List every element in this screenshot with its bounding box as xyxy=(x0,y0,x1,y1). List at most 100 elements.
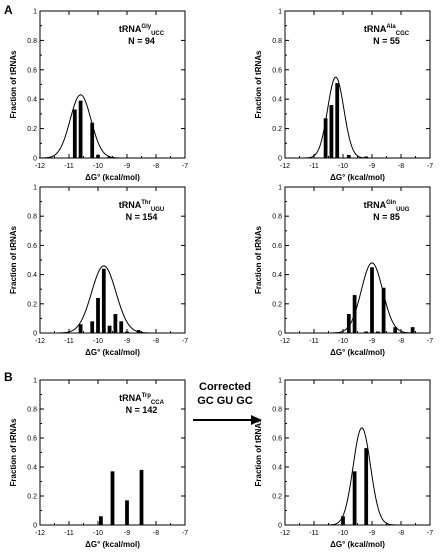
x-tick-label: -10 xyxy=(338,530,348,537)
bar xyxy=(78,324,83,333)
y-tick-label: 0.8 xyxy=(272,407,282,414)
x-tick-label: -7 xyxy=(182,530,188,537)
plot-frame xyxy=(284,379,431,526)
x-axis-label: ΔG° (kcal/mol) xyxy=(330,348,385,357)
x-tick-label: -8 xyxy=(398,163,404,170)
chart-panel-2: -12 -11 -10 -9 -8 -7 0 0.2 0.4 0.6 0.8 1 ΔG° (kcal/m… xyxy=(254,9,433,183)
chart-title: tRNAGlnUUG xyxy=(364,200,410,213)
chart-title: tRNAAlaCGC xyxy=(364,24,410,37)
y-tick-label: 0.4 xyxy=(272,272,282,279)
x-tick-label: -9 xyxy=(124,338,130,345)
y-tick-label: 0.6 xyxy=(272,436,282,443)
x-axis-label: ΔG° (kcal/mol) xyxy=(330,173,385,182)
x-tick-label: -11 xyxy=(64,530,74,537)
x-tick-label: -8 xyxy=(153,530,159,537)
x-axis-label: ΔG° (kcal/mol) xyxy=(85,540,140,549)
correction-label-line1: Corrected xyxy=(199,381,251,393)
y-tick-label: 0.2 xyxy=(27,126,37,133)
bar xyxy=(113,314,118,333)
y-axis-label: Fraction of tRNAs xyxy=(9,50,18,119)
bar xyxy=(96,155,100,158)
bar xyxy=(96,297,100,333)
y-tick-label: 0 xyxy=(278,523,282,530)
fit-curve xyxy=(327,427,397,526)
fit-curve xyxy=(38,94,123,159)
sample-size-label: N = 94 xyxy=(128,36,155,46)
x-tick-label: -11 xyxy=(64,163,74,170)
sample-size-label: N = 55 xyxy=(373,36,400,46)
x-tick-label: -12 xyxy=(280,530,290,537)
panel-letter-a: A xyxy=(4,3,13,17)
bar xyxy=(110,471,115,525)
chart-panel-1: -12 -11 -10 -9 -8 -7 0 0.2 0.4 0.6 0.8 1 ΔG° (kcal/m… xyxy=(9,9,188,183)
y-tick-label: 1 xyxy=(278,185,282,192)
y-tick-label: 0.4 xyxy=(27,97,37,104)
x-tick-label: -12 xyxy=(35,338,45,345)
x-tick-label: -10 xyxy=(93,530,103,537)
y-tick-label: 0.8 xyxy=(27,214,37,221)
y-tick-label: 0.4 xyxy=(272,97,282,104)
x-tick-label: -8 xyxy=(398,338,404,345)
y-tick-label: 1 xyxy=(33,9,37,16)
y-tick-label: 0.8 xyxy=(272,38,282,45)
y-tick-label: 1 xyxy=(278,9,282,16)
x-tick-label: -9 xyxy=(124,530,130,537)
y-tick-label: 0.6 xyxy=(27,436,37,443)
y-axis-label: Fraction of tRNAs xyxy=(254,225,263,294)
bar xyxy=(346,314,351,333)
x-tick-label: -10 xyxy=(93,163,103,170)
sample-size-label: N = 154 xyxy=(126,212,158,222)
y-tick-label: 0 xyxy=(278,331,282,338)
x-tick-label: -12 xyxy=(35,163,45,170)
bar xyxy=(410,327,415,333)
bar xyxy=(90,122,95,158)
bar xyxy=(329,105,334,158)
bar xyxy=(107,325,112,333)
y-tick-label: 1 xyxy=(278,378,282,385)
y-tick-label: 0.2 xyxy=(272,126,282,133)
x-tick-label: -9 xyxy=(369,530,375,537)
x-tick-label: -7 xyxy=(182,163,188,170)
x-tick-label: -12 xyxy=(280,338,290,345)
fit-curve xyxy=(303,76,369,159)
fit-curve xyxy=(329,262,415,334)
x-tick-label: -9 xyxy=(369,163,375,170)
fit-curve xyxy=(55,265,153,334)
chart-panel-5: -12 -11 -10 -9 -8 -7 0 0.2 0.4 0.6 0.8 1 ΔG° (kcal/m… xyxy=(9,378,188,550)
x-tick-label: -12 xyxy=(280,163,290,170)
x-tick-label: -9 xyxy=(124,163,130,170)
bar xyxy=(72,109,77,158)
bar xyxy=(370,267,374,333)
chart-panel-4: -12 -11 -10 -9 -8 -7 0 0.2 0.4 0.6 0.8 1 ΔG° (kcal/m… xyxy=(254,185,433,358)
x-tick-label: -7 xyxy=(427,338,433,345)
chart-title: tRNATrpCCA xyxy=(119,393,165,406)
x-tick-label: -8 xyxy=(153,338,159,345)
y-tick-label: 0.2 xyxy=(272,301,282,308)
x-tick-label: -11 xyxy=(309,163,319,170)
x-tick-label: -7 xyxy=(182,338,188,345)
bar xyxy=(101,268,106,333)
x-tick-label: -7 xyxy=(427,530,433,537)
bar xyxy=(99,516,103,525)
bar xyxy=(352,471,357,525)
y-tick-label: 0.2 xyxy=(27,494,37,501)
x-tick-label: -11 xyxy=(309,530,319,537)
y-tick-label: 0.4 xyxy=(27,272,37,279)
x-axis-label: ΔG° (kcal/mol) xyxy=(330,540,385,549)
x-axis-label: ΔG° (kcal/mol) xyxy=(85,173,140,182)
y-axis-label: Fraction of tRNAs xyxy=(9,225,18,294)
panel-letter-b: B xyxy=(4,370,13,384)
y-tick-label: 0.6 xyxy=(272,243,282,250)
x-tick-label: -7 xyxy=(427,163,433,170)
sample-size-label: N = 142 xyxy=(126,405,158,415)
bar xyxy=(375,331,380,333)
bar xyxy=(78,100,83,158)
bar xyxy=(381,287,386,333)
correction-arrow xyxy=(193,415,262,425)
y-axis-label: Fraction of tRNAs xyxy=(9,418,18,487)
bar xyxy=(139,469,144,525)
y-tick-label: 0.8 xyxy=(272,214,282,221)
bar xyxy=(107,156,112,158)
y-tick-label: 0.8 xyxy=(27,407,37,414)
